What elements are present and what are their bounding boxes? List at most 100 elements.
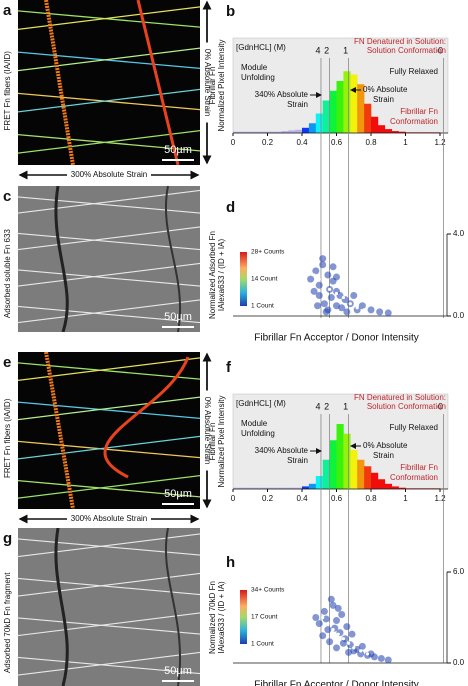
panel-letter: a <box>3 2 12 19</box>
strain-label: 300% Absolute Strain <box>71 170 148 179</box>
panel-letter: e <box>3 354 11 371</box>
point <box>307 275 315 283</box>
bar <box>253 487 261 489</box>
marker-label: 4 <box>315 45 320 55</box>
denatured: Solution Conformation <box>367 46 446 55</box>
fiber <box>18 269 200 287</box>
bar <box>364 103 372 133</box>
y-tick-label: 4.0 <box>453 229 465 238</box>
strain-340: 340% Absolute <box>255 90 309 99</box>
bar <box>336 81 344 133</box>
point <box>341 295 345 300</box>
y-label: IAlexa633 / (ID + IA) <box>217 581 226 654</box>
colorbar-label: 1 Count <box>251 303 274 310</box>
dark-fiber <box>164 186 182 332</box>
colorbar-label: 1 Count <box>251 641 274 648</box>
bar <box>377 125 386 133</box>
x-tick-label: 0.4 <box>296 494 308 503</box>
fibrillar: Conformation <box>390 473 438 482</box>
bar <box>391 486 399 489</box>
fibrillar: Fibrillar Fn <box>400 107 438 116</box>
bar <box>384 483 392 489</box>
point <box>322 615 330 623</box>
point <box>315 292 323 299</box>
bar <box>322 100 330 133</box>
bar <box>322 459 330 489</box>
bar <box>308 123 317 133</box>
x-tick-label: 0.2 <box>262 138 274 147</box>
micrograph <box>18 352 200 509</box>
point <box>324 271 332 279</box>
colorbar-label: 34+ Counts <box>251 587 285 594</box>
label-bg <box>67 514 151 524</box>
relaxed: Fully Relaxed <box>390 67 438 76</box>
bar <box>253 131 261 133</box>
dark-fiber <box>54 528 69 686</box>
point <box>328 287 332 291</box>
fiber <box>18 440 200 459</box>
bar <box>288 130 296 133</box>
bar <box>274 131 282 133</box>
marker-label: 1 <box>343 45 348 55</box>
bar <box>281 131 289 133</box>
bar <box>233 487 241 489</box>
point <box>334 604 342 612</box>
dark-fiber <box>164 528 182 686</box>
fiber-thick <box>136 0 180 165</box>
bar <box>281 487 289 489</box>
fiber <box>18 10 200 28</box>
bar <box>260 131 268 133</box>
panel-label: FRET Fn fibers (IA/ID) <box>3 51 12 131</box>
unfolding: Module <box>241 419 268 428</box>
strain-340: 340% Absolute <box>255 446 309 455</box>
y-label: Normalized Adsorbed Fn <box>208 231 217 319</box>
bar <box>398 131 406 133</box>
x-tick-label: 0.8 <box>365 494 377 503</box>
bar <box>315 476 323 489</box>
dark-fiber <box>54 186 69 332</box>
point <box>348 630 356 638</box>
bar <box>315 113 323 133</box>
fiber <box>18 401 200 420</box>
x-tick-label: 0.6 <box>331 138 343 147</box>
fiber <box>18 51 200 70</box>
point <box>336 292 344 299</box>
point <box>362 308 366 312</box>
point <box>326 638 334 646</box>
fiber <box>18 651 200 676</box>
fiber <box>18 47 200 72</box>
bar <box>391 131 399 133</box>
fiber <box>18 474 200 499</box>
panel-label: FRET Fn fibers (IA/ID) <box>3 398 12 478</box>
colorbar-label: 28+ Counts <box>251 249 285 256</box>
point <box>322 308 330 316</box>
y-tick-label: 0.0 <box>453 311 465 320</box>
y-label: Normalized Pixel Intensity <box>217 395 226 487</box>
denatured: FN Denatured in Solution: <box>354 393 446 402</box>
point <box>319 255 327 263</box>
point <box>312 273 316 277</box>
bar <box>302 486 310 489</box>
fiber <box>18 577 200 596</box>
label-bg <box>67 170 151 180</box>
bar <box>377 479 386 489</box>
x-tick-label: 0.4 <box>296 138 308 147</box>
marker-label: 0 <box>438 401 443 411</box>
fiber <box>18 262 200 287</box>
point <box>367 306 375 314</box>
point <box>353 645 361 653</box>
bar <box>239 131 248 133</box>
bar <box>233 131 241 133</box>
marker-label: 4 <box>315 401 320 411</box>
marker-label: 0 <box>438 45 443 55</box>
point <box>358 642 366 650</box>
bar <box>371 472 379 489</box>
fiber <box>18 617 200 635</box>
point <box>367 650 375 658</box>
point <box>312 614 320 621</box>
point <box>384 656 392 664</box>
bar <box>357 459 365 489</box>
strain-0: 0% Absolute <box>363 441 408 450</box>
bar <box>343 433 351 489</box>
point <box>312 267 320 275</box>
